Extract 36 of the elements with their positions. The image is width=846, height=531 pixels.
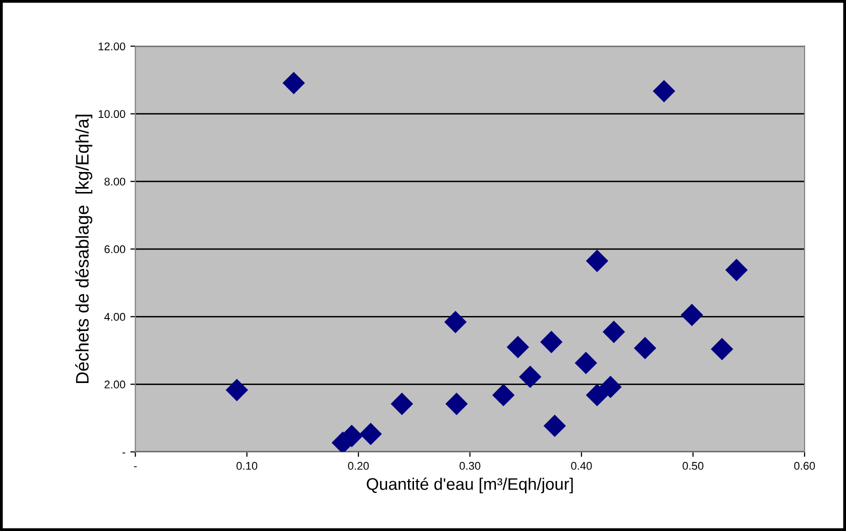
point <box>586 384 608 406</box>
point <box>586 250 608 272</box>
point <box>634 336 656 360</box>
x-axis-title: Quantité d'eau [m³/Eqh/jour] <box>366 478 573 494</box>
x-tick-label: 0.50 <box>682 462 704 470</box>
x-tick-label: 0.10 <box>236 462 258 470</box>
point <box>444 310 467 334</box>
x-tick-label: 0.30 <box>460 462 480 470</box>
point <box>506 336 530 358</box>
point <box>602 320 626 344</box>
x-tick-label: 0.60 <box>794 462 815 470</box>
point <box>359 422 382 446</box>
point <box>540 330 563 354</box>
point <box>544 414 566 438</box>
point <box>226 378 248 402</box>
point <box>282 72 305 94</box>
point <box>680 304 704 326</box>
point <box>652 80 676 102</box>
point <box>725 258 748 282</box>
x-tick-label: 0.20 <box>348 462 369 470</box>
point <box>574 352 598 374</box>
y-tick-label: 12.00 <box>98 42 126 50</box>
y-tick-label: 8.00 <box>104 178 126 186</box>
point <box>492 384 515 406</box>
y-tick-label: - <box>122 452 126 454</box>
point <box>599 376 622 398</box>
y-axis-title: Déchets de désablage [kg/Eqh/a] <box>75 114 92 384</box>
point <box>445 392 468 416</box>
point <box>390 392 414 416</box>
x-tick-label: 0.40 <box>571 462 592 470</box>
y-tick-label: 4.00 <box>104 312 126 321</box>
y-tick-label: 10.00 <box>98 110 126 118</box>
y-tick-label: 2.00 <box>104 380 126 388</box>
point <box>518 366 542 388</box>
point <box>710 338 734 360</box>
y-tick-label: 6.00 <box>104 245 126 254</box>
